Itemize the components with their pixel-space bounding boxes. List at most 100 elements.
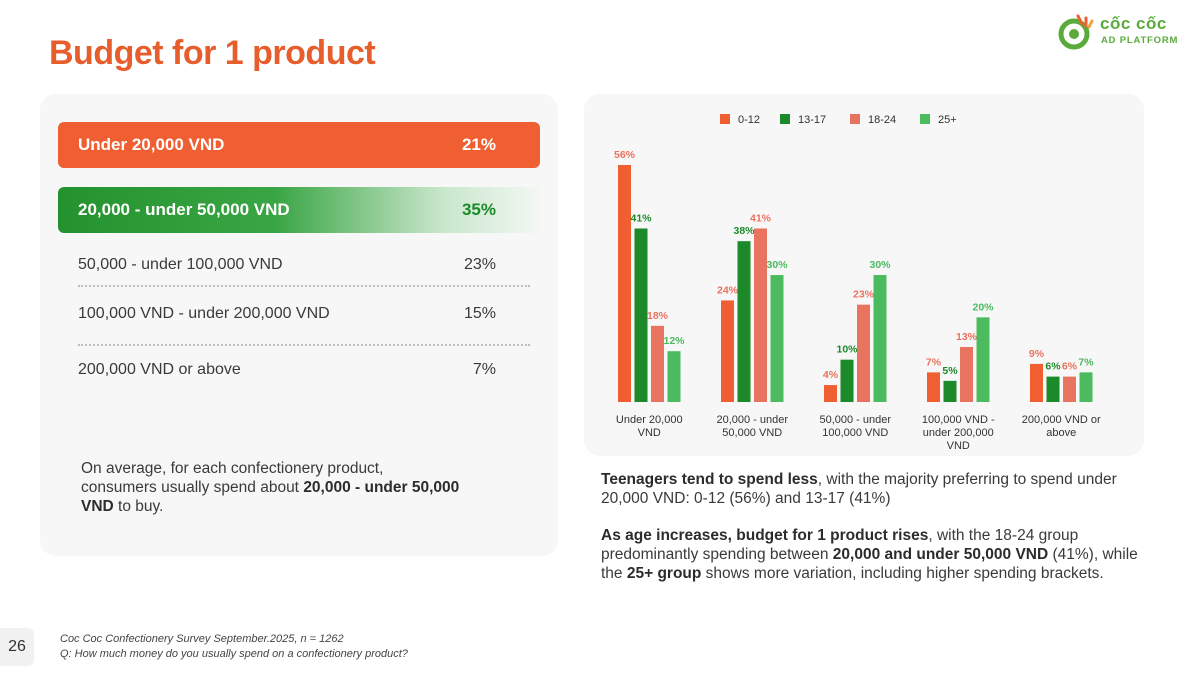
row-value: 15% (463, 305, 496, 322)
insight-part: (41%), while the (601, 546, 1138, 582)
data-label: 41% (750, 212, 772, 224)
legend-label: 25+ (938, 114, 957, 126)
row-label: 100,000 VND - under 200,000 VND (78, 305, 330, 322)
data-label: 7% (926, 356, 942, 368)
category-label: 100,000 VND - (922, 414, 995, 426)
data-label: 5% (942, 365, 958, 377)
insight-paragraph: As age increases, budget for 1 product r… (601, 526, 1141, 583)
row-value: 21% (461, 135, 496, 154)
category-label: VND (947, 440, 970, 452)
row-label: 20,000 - under 50,000 VND (78, 200, 290, 219)
footnote-question: Q: How much money do you usually spend o… (60, 648, 408, 660)
budget-row: 50,000 - under 100,000 VND 23% (78, 256, 496, 274)
legend-swatch (850, 114, 860, 124)
budget-row-highlight-green: 20,000 - under 50,000 VND 35% (58, 187, 540, 233)
legend-swatch (720, 114, 730, 124)
category-label: VND (638, 427, 661, 439)
category-label: 50,000 - under (819, 414, 891, 426)
bar (840, 359, 854, 402)
insight-bold: As age increases, budget for 1 product r… (601, 527, 929, 544)
bar (667, 351, 681, 402)
row-label: 200,000 VND or above (78, 361, 241, 378)
category-label: 200,000 VND or (1022, 414, 1101, 426)
data-label: 30% (766, 259, 788, 271)
page-title: Budget for 1 product (49, 34, 376, 72)
bar (943, 380, 957, 402)
insight-paragraph: Teenagers tend to spend less, with the m… (601, 470, 1141, 508)
insight-bold: 25+ group (626, 565, 702, 582)
divider (78, 285, 530, 287)
category-label: Under 20,000 (616, 414, 683, 426)
divider (78, 344, 530, 346)
bar (1030, 363, 1043, 402)
legend-label: 13-17 (798, 114, 826, 126)
category-label: under 200,000 (923, 427, 994, 439)
budget-row: 100,000 VND - under 200,000 VND 15% (78, 305, 496, 323)
data-label: 20% (972, 301, 994, 313)
budget-row: 200,000 VND or above 7% (78, 361, 496, 379)
row-label: 50,000 - under 100,000 VND (78, 256, 283, 273)
category-label: 20,000 - under (716, 414, 788, 426)
bar (960, 346, 973, 402)
summary-part: to buy. (113, 498, 164, 515)
brand-name: cốc cốc (1100, 14, 1167, 33)
footnote-source: Coc Coc Confectionery Survey September.2… (60, 633, 344, 645)
bar (873, 275, 887, 402)
insight-part: , with the majority preferring to spend … (601, 471, 1117, 507)
insights-text: Teenagers tend to spend less, with the m… (601, 470, 1141, 601)
data-label: 13% (956, 331, 978, 343)
coccoc-logo-icon (1058, 14, 1094, 50)
legend-swatch (920, 114, 930, 124)
legend-swatch (780, 114, 790, 124)
bar (634, 228, 648, 402)
category-label: 100,000 VND (822, 427, 888, 439)
data-label: 9% (1029, 348, 1045, 360)
footnote: Coc Coc Confectionery Survey September.2… (60, 632, 408, 662)
bar (737, 241, 751, 402)
page-number: 26 (0, 628, 34, 666)
bar (1063, 376, 1076, 402)
category-label: above (1046, 427, 1076, 439)
data-label: 6% (1045, 361, 1061, 373)
insight-part: shows more variation, including higher s… (701, 565, 1104, 582)
insight-bold: 20,000 and under 50,000 VND (832, 546, 1049, 563)
data-label: 30% (869, 259, 891, 271)
data-label: 10% (836, 344, 858, 356)
data-label: 6% (1062, 361, 1078, 373)
bar (927, 372, 940, 402)
left-panel (40, 94, 558, 556)
budget-row-highlight-orange: Under 20,000 VND 21% (58, 122, 540, 168)
row-value: 23% (463, 256, 496, 273)
category-label: 50,000 VND (722, 427, 782, 439)
insight-bold: Teenagers tend to spend less (601, 471, 818, 488)
bar (754, 228, 767, 402)
summary-text: On average, for each confectionery produ… (81, 459, 461, 516)
data-label: 4% (823, 369, 839, 381)
row-value: 35% (461, 200, 496, 219)
bar (721, 300, 734, 402)
brand-subtitle: AD PLATFORM (1101, 35, 1179, 46)
legend-label: 0-12 (738, 114, 760, 126)
bar (976, 317, 990, 402)
data-label: 12% (663, 335, 685, 347)
row-label: Under 20,000 VND (78, 135, 225, 154)
bar (857, 304, 870, 402)
summary-part: On average, for each confectionery produ… (81, 460, 384, 496)
data-label: 24% (717, 284, 739, 296)
bar (824, 385, 837, 402)
data-label: 38% (733, 225, 755, 237)
bar (770, 275, 784, 402)
data-label: 7% (1078, 356, 1094, 368)
data-label: 56% (614, 149, 636, 161)
legend-label: 18-24 (868, 114, 896, 126)
bar (1079, 372, 1093, 402)
data-label: 41% (630, 212, 652, 224)
bar (618, 165, 631, 402)
insight-part: , with the 18-24 group predominantly spe… (601, 527, 1079, 563)
data-label: 18% (647, 310, 669, 322)
data-label: 23% (853, 289, 875, 301)
bar (1046, 376, 1060, 402)
grouped-bar-chart: 0-12 13-17 18-24 25+56%24%4%7%9%41%38%10%5%… (614, 114, 1101, 452)
row-value: 7% (472, 361, 496, 378)
